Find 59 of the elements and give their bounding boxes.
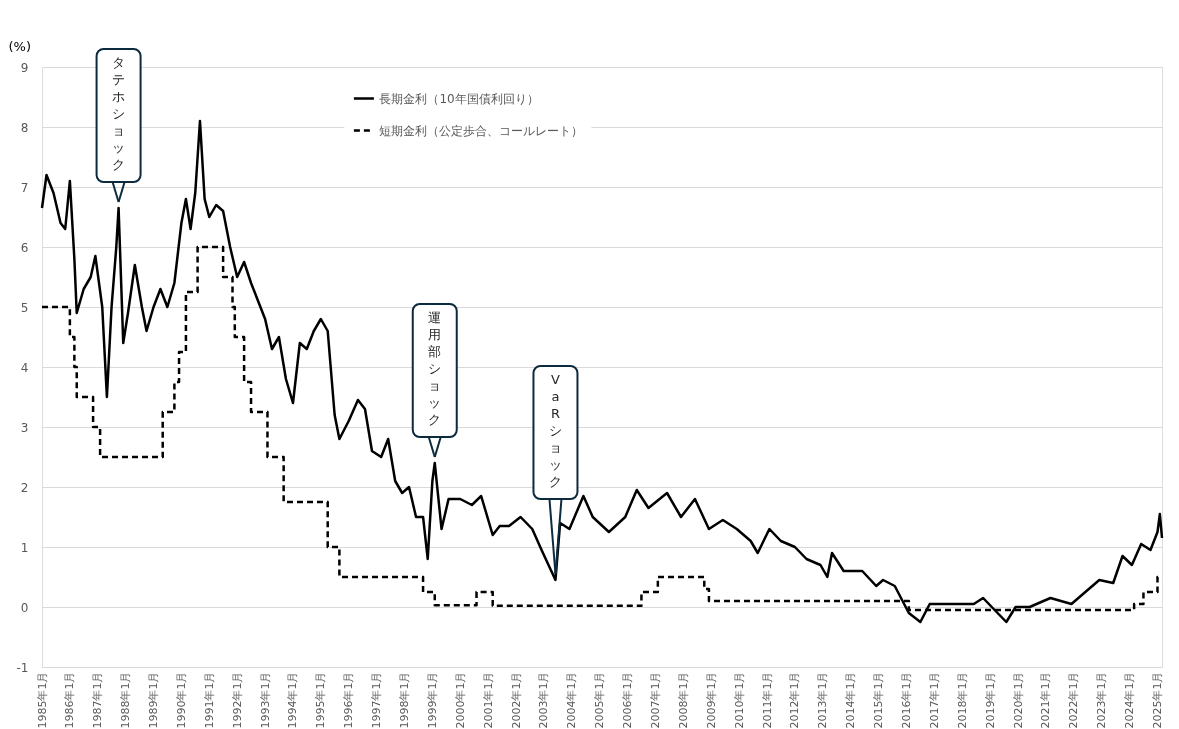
y-axis-title: (%) — [8, 38, 31, 54]
y-tick-label: 7 — [20, 180, 29, 195]
y-tick-label: -1 — [16, 660, 29, 675]
x-tick-label: 1988年1月 — [119, 671, 133, 729]
x-tick-label: 1986年1月 — [63, 671, 77, 729]
legend-label: 短期金利（公定歩合、コールレート） — [379, 123, 584, 138]
y-tick-label: 4 — [20, 360, 29, 375]
x-tick-label: 2008年1月 — [676, 671, 690, 729]
x-tick-label: 2024年1月 — [1123, 671, 1137, 729]
x-tick-label: 2004年1月 — [565, 671, 579, 729]
x-tick-label: 2000年1月 — [453, 671, 467, 729]
x-tick-label: 1995年1月 — [314, 671, 328, 729]
x-tick-label: 2006年1月 — [621, 671, 635, 729]
x-tick-label: 1987年1月 — [91, 671, 105, 729]
x-tick-label: 2025年1月 — [1151, 671, 1164, 729]
x-tick-label: 2016年1月 — [899, 671, 913, 729]
x-tick-label: 1993年1月 — [258, 671, 272, 729]
x-tick-label: 1985年1月 — [35, 671, 49, 729]
x-tick-label: 2013年1月 — [816, 671, 830, 729]
x-tick-label: 2011年1月 — [760, 671, 774, 729]
y-tick-label: 2 — [20, 480, 29, 495]
x-tick-label: 2020年1月 — [1011, 671, 1025, 729]
x-tick-label: 2010年1月 — [732, 671, 746, 729]
annotation: VaRショック — [548, 372, 562, 489]
y-tick-label: 9 — [20, 60, 29, 75]
y-tick-label: 6 — [20, 240, 29, 255]
x-tick-label: 2002年1月 — [509, 671, 523, 729]
x-tick-label: 1999年1月 — [425, 671, 439, 729]
x-tick-label: 2015年1月 — [872, 671, 886, 729]
x-tick-label: 2019年1月 — [983, 671, 997, 729]
x-tick-label: 1997年1月 — [370, 671, 384, 729]
x-tick-label: 2017年1月 — [927, 671, 941, 729]
x-tick-label: 1996年1月 — [342, 671, 356, 729]
y-tick-label: 0 — [20, 600, 29, 615]
x-tick-label: 2003年1月 — [537, 671, 551, 729]
x-tick-label: 2023年1月 — [1095, 671, 1109, 729]
legend-label: 長期金利（10年国債利回り） — [379, 91, 539, 106]
line-series — [40, 119, 1164, 624]
x-tick-label: 2001年1月 — [481, 671, 495, 729]
x-tick-label: 1998年1月 — [398, 671, 412, 729]
x-tick-label: 2007年1月 — [648, 671, 662, 729]
y-tick-label: 5 — [20, 300, 29, 315]
x-tick-label: 1994年1月 — [286, 671, 300, 729]
y-tick-label: 1 — [20, 540, 29, 555]
x-tick-label: 2005年1月 — [593, 671, 607, 729]
x-tick-label: 2018年1月 — [955, 671, 969, 729]
y-tick-label: 3 — [20, 420, 29, 435]
x-tick-label: 2022年1月 — [1067, 671, 1081, 729]
y-tick-label: 8 — [20, 120, 29, 135]
annotation: 運用部ショック — [428, 310, 442, 427]
x-tick-label: 1990年1月 — [174, 671, 188, 729]
x-tick-label: 1991年1月 — [202, 671, 216, 729]
annotation: タテホショック — [112, 55, 126, 172]
x-tick-label: 2012年1月 — [788, 671, 802, 729]
x-tick-label: 1992年1月 — [230, 671, 244, 729]
x-tick-label: 1989年1月 — [147, 671, 161, 729]
x-tick-label: 2021年1月 — [1039, 671, 1053, 729]
x-tick-label: 2014年1月 — [844, 671, 858, 729]
x-tick-label: 2009年1月 — [704, 671, 718, 729]
